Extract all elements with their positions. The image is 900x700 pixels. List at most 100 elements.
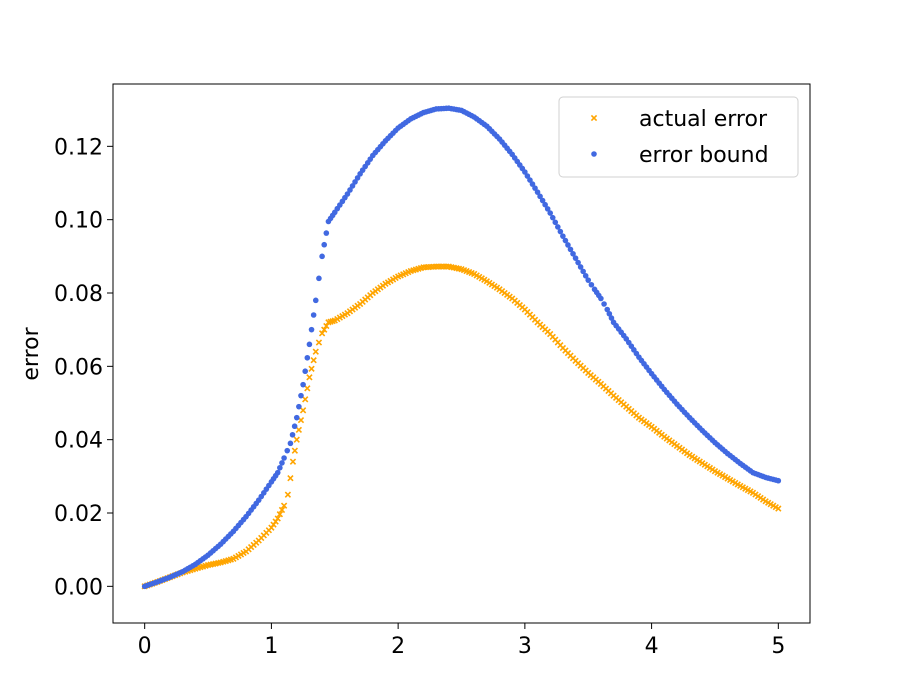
data-point — [295, 426, 303, 434]
data-point — [552, 219, 559, 226]
data-point — [580, 268, 586, 275]
data-point — [608, 315, 615, 321]
data-point — [310, 357, 317, 364]
data-point — [316, 275, 322, 282]
data-point — [565, 242, 571, 248]
x-tick-label: 5 — [771, 634, 785, 659]
data-point — [601, 301, 607, 307]
data-point — [289, 431, 296, 438]
data-point — [532, 185, 538, 191]
data-point — [344, 191, 351, 197]
data-point — [560, 233, 566, 239]
data-point — [549, 214, 556, 221]
legend-marker-actual-error — [590, 114, 598, 122]
data-point — [276, 511, 284, 518]
data-point — [318, 330, 326, 337]
data-point — [279, 460, 285, 466]
data-point — [306, 341, 313, 348]
y-tick-label: 0.12 — [54, 135, 103, 160]
data-point — [557, 228, 564, 235]
data-point — [304, 385, 311, 392]
data-point — [585, 277, 592, 283]
x-tick-label: 3 — [518, 634, 532, 659]
data-point — [352, 179, 358, 185]
data-point — [321, 241, 328, 248]
x-tick-label: 1 — [264, 634, 278, 659]
data-point — [300, 381, 306, 388]
data-point — [304, 354, 311, 361]
data-point — [529, 181, 536, 187]
data-point — [274, 515, 281, 522]
data-point — [588, 281, 595, 288]
series-layer — [141, 105, 782, 590]
data-point — [522, 169, 528, 175]
legend: actual error error bound — [558, 96, 799, 178]
data-point — [524, 173, 531, 179]
data-point — [539, 197, 546, 204]
data-point — [274, 469, 281, 476]
data-point — [527, 177, 533, 183]
data-point — [284, 491, 292, 498]
data-point — [278, 506, 286, 514]
y-tick-label: 0.10 — [54, 209, 103, 234]
data-point — [284, 447, 291, 454]
data-point — [293, 414, 300, 421]
data-point — [606, 310, 613, 317]
x-tick-label: 0 — [138, 634, 152, 659]
y-tick-label: 0.06 — [54, 355, 103, 380]
y-tick-label: 0.08 — [54, 282, 103, 307]
data-point — [287, 475, 294, 482]
data-point — [280, 502, 288, 509]
data-point — [572, 255, 579, 261]
data-point — [302, 368, 309, 375]
legend-marker-dot — [591, 151, 597, 157]
data-point — [775, 505, 782, 512]
legend-label-error-bound: error bound — [639, 143, 769, 168]
data-point — [321, 326, 328, 333]
y-axis: 0.00 0.02 0.04 0.06 0.08 0.10 0.12 — [54, 135, 113, 600]
series-1 — [141, 105, 782, 590]
data-point — [534, 189, 541, 195]
data-point — [544, 206, 551, 212]
data-point — [277, 464, 283, 471]
data-point — [547, 210, 554, 216]
data-point — [310, 312, 317, 318]
plot-frame — [112, 83, 811, 624]
data-point — [291, 423, 298, 430]
data-point — [312, 297, 319, 304]
data-point — [293, 436, 300, 443]
data-point — [575, 259, 581, 266]
x-tick-label: 2 — [391, 634, 405, 659]
data-point — [315, 339, 323, 346]
data-point — [582, 272, 589, 279]
data-point — [296, 403, 302, 410]
data-point — [312, 348, 319, 355]
data-point — [298, 392, 304, 399]
data-point — [299, 407, 307, 414]
data-point — [319, 253, 325, 260]
x-axis: 0 1 2 3 4 5 — [138, 623, 785, 659]
data-point — [537, 193, 543, 200]
x-tick-label: 4 — [645, 634, 659, 659]
data-point — [562, 237, 569, 244]
data-point — [308, 365, 315, 372]
data-point — [287, 440, 294, 447]
data-point — [281, 455, 287, 461]
data-point — [308, 326, 315, 333]
y-tick-label: 0.02 — [54, 502, 103, 527]
y-axis-title: error — [19, 326, 44, 380]
data-point — [542, 201, 548, 208]
data-point — [302, 396, 309, 403]
legend-marker-error-bound — [591, 151, 597, 157]
data-point — [349, 183, 356, 189]
data-point — [577, 264, 584, 270]
y-tick-label: 0.04 — [54, 429, 103, 454]
legend-marker-x — [590, 114, 598, 122]
data-point — [604, 306, 611, 313]
legend-label-actual-error: actual error — [639, 107, 768, 132]
data-point — [289, 458, 297, 465]
data-point — [555, 224, 561, 230]
y-tick-label: 0.00 — [54, 575, 103, 600]
data-point — [570, 250, 576, 257]
